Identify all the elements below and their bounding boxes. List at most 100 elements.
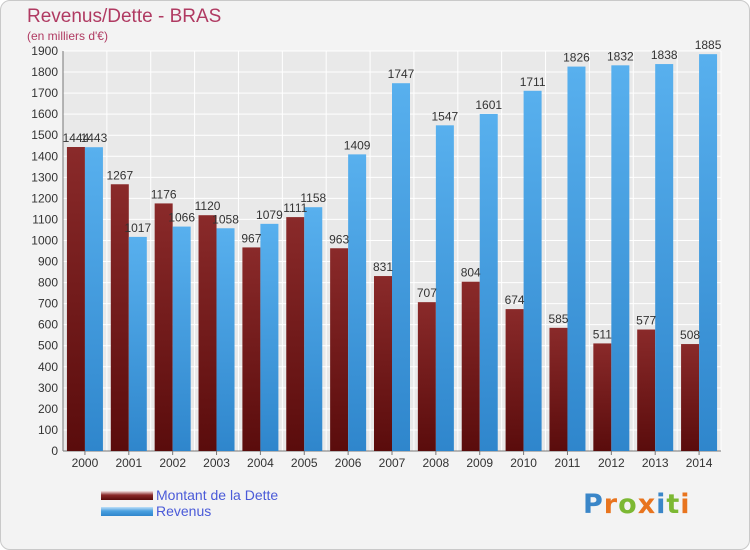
bar-dette-label: 508 [680, 328, 700, 342]
bar-dette [417, 302, 436, 451]
bar-revenus-label: 1838 [651, 48, 678, 62]
bar-dette-label: 967 [241, 231, 261, 245]
bar-dette [549, 327, 568, 451]
bar-dette [330, 248, 349, 451]
y-tick-label: 1500 [31, 128, 58, 142]
logo-letter: i [680, 489, 691, 520]
bar-dette-label: 1120 [195, 199, 221, 213]
y-tick-label: 300 [38, 381, 58, 395]
logo-letter: P [583, 489, 604, 520]
y-tick-label: 1700 [31, 86, 58, 100]
bar-revenus [348, 154, 367, 452]
chart-subtitle: (en milliers d'€) [27, 29, 108, 43]
x-tick-label: 2006 [335, 456, 362, 470]
y-tick-label: 1200 [31, 191, 58, 205]
bar-dette [461, 281, 480, 451]
bar-revenus [479, 113, 498, 452]
x-tick-label: 2014 [686, 456, 713, 470]
bar-revenus-label: 1601 [475, 98, 502, 112]
logo-letter: x [637, 489, 657, 520]
y-tick-label: 400 [38, 360, 58, 374]
y-tick-label: 800 [38, 276, 58, 290]
bar-revenus-label: 1158 [300, 191, 326, 205]
legend-label-dette: Montant de la Dette [156, 487, 279, 503]
bar-revenus-label: 1058 [212, 212, 239, 226]
logo-letter: t [666, 489, 681, 520]
legend-swatch-revenus [101, 507, 153, 516]
bar-revenus [435, 125, 454, 451]
bar-revenus [172, 226, 191, 451]
y-tick-label: 100 [38, 423, 58, 437]
legend-label-revenus: Revenus [156, 503, 212, 519]
logo-letter: i [656, 489, 667, 520]
x-tick-label: 2007 [379, 456, 406, 470]
bar-dette-label: 577 [636, 314, 656, 328]
bar-revenus [699, 54, 718, 451]
y-tick-label: 500 [38, 339, 58, 353]
bar-revenus [611, 65, 630, 451]
y-tick-label: 1100 [32, 212, 58, 226]
bar-revenus-label: 1079 [256, 208, 283, 222]
bar-dette-label: 1176 [151, 187, 177, 201]
x-tick-label: 2010 [510, 456, 537, 470]
y-tick-label: 700 [38, 297, 58, 311]
legend-swatch-dette [101, 491, 153, 500]
bar-revenus [84, 147, 103, 452]
bar-dette [374, 276, 392, 451]
y-tick-label: 1600 [31, 107, 58, 121]
bars [66, 54, 718, 452]
bar-revenus-label: 1547 [432, 109, 459, 123]
logo-letter: o [618, 489, 638, 520]
x-tick-label: 2009 [466, 456, 493, 470]
bar-dette-label: 963 [329, 232, 349, 246]
bar-dette-label: 1444 [63, 131, 90, 145]
y-tick-label: 600 [38, 318, 58, 332]
proxiti-logo: Proxiti [583, 489, 691, 520]
bar-dette [593, 343, 612, 451]
y-tick-label: 1900 [31, 44, 58, 58]
bar-revenus [523, 90, 542, 451]
bar-revenus-label: 1443 [81, 131, 108, 145]
y-tick-label: 1800 [31, 65, 58, 79]
bar-revenus [392, 83, 410, 452]
bar-dette-label: 1267 [106, 168, 133, 182]
data-labels: 1444 1267 1176 1120 967 1111 963 831 707 804 674 58… [63, 38, 722, 342]
bar-revenus-label: 1409 [344, 138, 371, 152]
x-tick-label: 2011 [555, 456, 581, 470]
bar-dette [681, 344, 700, 451]
x-tick-label: 2002 [159, 456, 186, 470]
bar-revenus-label: 1885 [695, 38, 722, 52]
bar-dette [198, 215, 217, 451]
bar-revenus [128, 236, 147, 451]
x-tick-label: 2001 [115, 456, 142, 470]
bar-revenus [216, 228, 235, 451]
bar-revenus-label: 1747 [388, 67, 415, 81]
bar-dette [505, 309, 524, 451]
x-tick-label: 2013 [642, 456, 669, 470]
y-tick-label: 200 [38, 402, 58, 416]
x-tick-label: 2012 [598, 456, 625, 470]
axes: 0 100 200 300 400 500 600 700 800 900 1000 1100 1200… [31, 44, 721, 470]
bar-revenus-label: 1832 [607, 49, 634, 63]
bar-dette-label: 511 [593, 327, 612, 341]
bar-revenus [655, 64, 674, 452]
bar-revenus [304, 207, 323, 451]
y-tick-label: 0 [51, 444, 58, 458]
y-tick-label: 1400 [31, 149, 58, 163]
x-tick-label: 2000 [72, 456, 99, 470]
bar-dette [154, 203, 173, 451]
bar-revenus-label: 1066 [168, 211, 195, 225]
x-tick-label: 2003 [203, 456, 230, 470]
logo-letter: r [603, 489, 619, 520]
y-tick-label: 900 [38, 255, 58, 269]
chart-title: Revenus/Dette - BRAS [27, 6, 222, 27]
bar-dette-label: 707 [417, 286, 437, 300]
bar-revenus-label: 1826 [563, 51, 590, 65]
bar-dette-label: 585 [548, 312, 568, 326]
bar-dette-label: 1111 [283, 201, 307, 215]
bar-dette [110, 184, 129, 451]
bar-dette [286, 217, 305, 451]
y-tick-label: 1000 [31, 233, 58, 247]
